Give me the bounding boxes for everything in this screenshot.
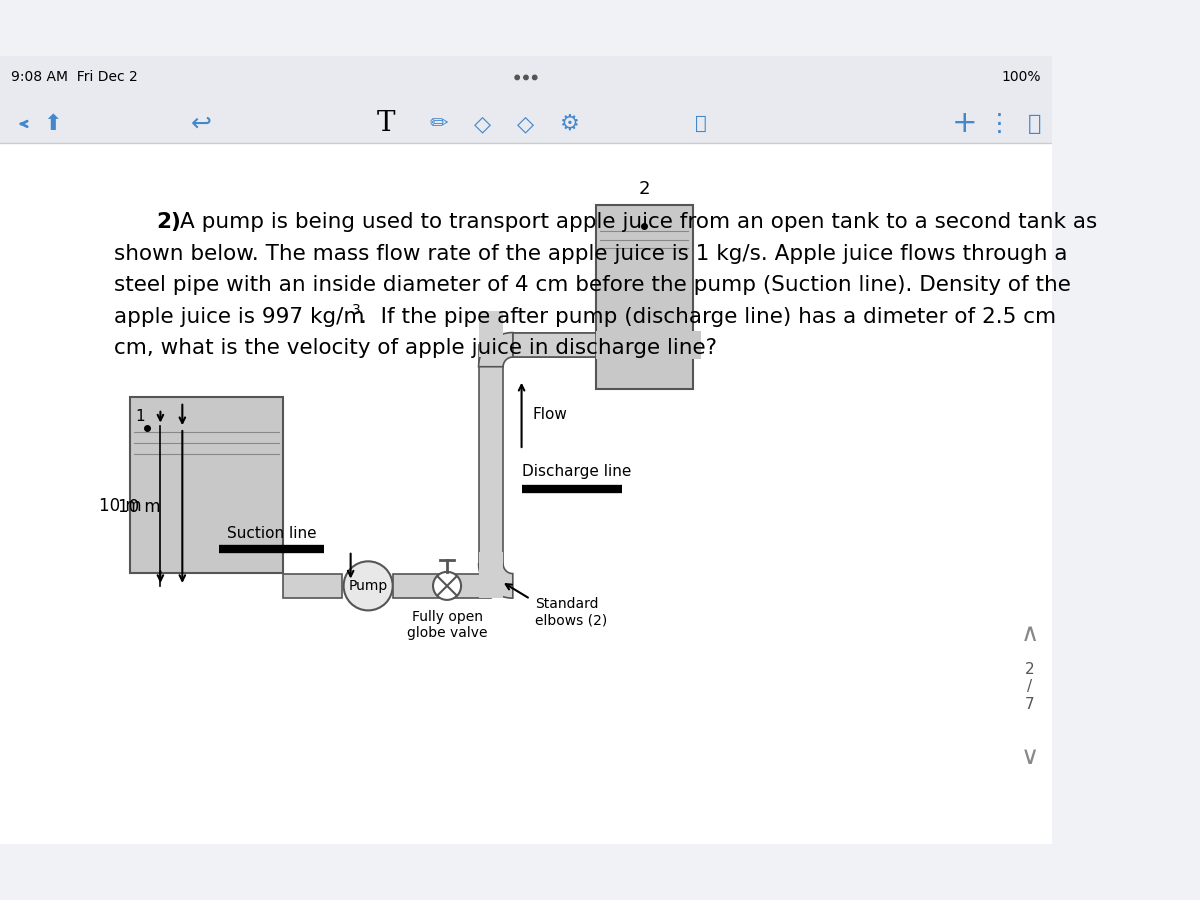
Text: 🎤: 🎤 [695,114,707,133]
Bar [130,398,283,572]
Circle shape [515,76,520,79]
Text: ∧: ∧ [1021,622,1039,646]
Bar [0,104,1052,143]
Circle shape [343,562,392,610]
Bar [479,310,503,357]
Text: ↩: ↩ [191,112,212,136]
Text: Fully open
globe valve: Fully open globe valve [407,610,487,641]
Text: 2
/
7: 2 / 7 [1025,662,1034,712]
Bar [512,332,631,357]
Text: Flow: Flow [532,408,566,422]
Text: ⋮: ⋮ [986,112,1012,136]
Text: Suction line: Suction line [227,526,317,541]
Bar [479,345,503,564]
Text: ◇: ◇ [517,114,534,134]
Text: T: T [377,111,395,138]
Text: Discharge line: Discharge line [522,464,631,480]
Bar [596,204,692,389]
Text: .  If the pipe after pump (discharge line) has a dimeter of 2.5 cm: . If the pipe after pump (discharge line… [360,307,1056,327]
Text: 10 m: 10 m [98,497,142,515]
Text: 1: 1 [136,410,145,424]
Text: apple juice is 997 kg/m: apple juice is 997 kg/m [114,307,365,327]
Text: shown below. The mass flow rate of the apple juice is 1 kg/s. Apple juice flows : shown below. The mass flow rate of the a… [114,244,1068,264]
Text: ✏: ✏ [428,114,448,134]
Text: A pump is being used to transport apple juice from an open tank to a second tank: A pump is being used to transport apple … [180,212,1097,232]
Polygon shape [479,564,512,598]
Text: ⬆: ⬆ [43,114,62,134]
Text: ⚙: ⚙ [559,114,580,134]
Text: 3: 3 [353,302,361,317]
Text: cm, what is the velocity of apple juice in discharge line?: cm, what is the velocity of apple juice … [114,338,716,358]
Bar [0,56,1052,104]
Bar [596,331,701,359]
Text: ◇: ◇ [474,114,491,134]
Bar [392,573,491,598]
Text: Standard
elbows (2): Standard elbows (2) [535,597,607,627]
Text: +: + [952,110,977,139]
Text: ∨: ∨ [1021,745,1039,769]
Text: steel pipe with an inside diameter of 4 cm before the pump (Suction line). Densi: steel pipe with an inside diameter of 4 … [114,275,1070,295]
Bar [0,143,1052,844]
Circle shape [533,76,536,79]
Circle shape [433,572,461,600]
Text: 100%: 100% [1002,70,1042,85]
Bar [512,332,596,357]
Bar [479,552,503,599]
Text: 9:08 AM  Fri Dec 2: 9:08 AM Fri Dec 2 [11,70,137,85]
Text: Pump: Pump [348,579,388,593]
Text: 2): 2) [156,212,181,232]
Text: ⬜: ⬜ [1027,114,1042,134]
Polygon shape [479,332,512,366]
Bar [283,573,342,598]
Circle shape [523,76,528,79]
Text: 10 m: 10 m [118,498,161,516]
Text: 2: 2 [638,180,650,198]
